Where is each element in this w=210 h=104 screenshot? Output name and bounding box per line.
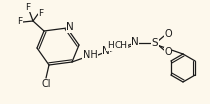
Text: F: F (17, 17, 22, 27)
Text: F: F (25, 2, 31, 12)
Text: NH: NH (83, 50, 97, 60)
Text: N: N (102, 46, 110, 56)
Text: O: O (164, 47, 172, 57)
Text: N: N (131, 37, 139, 47)
Text: CH: CH (114, 41, 127, 51)
Text: S: S (152, 38, 158, 48)
Text: N: N (66, 22, 74, 32)
Text: Cl: Cl (41, 79, 51, 89)
Text: O: O (164, 29, 172, 39)
Text: H: H (107, 41, 113, 51)
Text: F: F (38, 9, 43, 17)
